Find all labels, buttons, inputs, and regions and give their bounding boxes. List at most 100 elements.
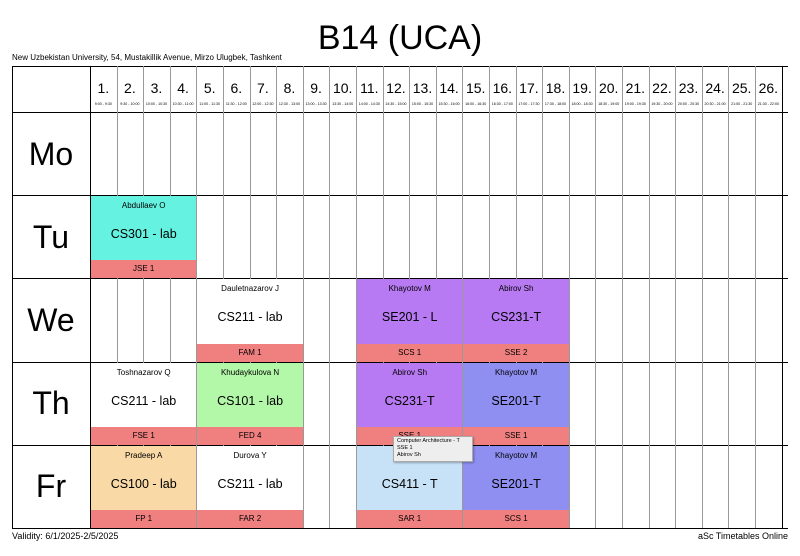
period-time: 13:00 - 13:30: [305, 102, 327, 106]
lesson-subject: SE201-T: [491, 476, 541, 491]
period-number: 14.: [439, 80, 459, 96]
lesson-teacher: Abirov Sh: [498, 284, 534, 294]
lesson-teacher: Pradeep A: [125, 450, 163, 460]
period-time: 21:00 - 21:30: [731, 102, 753, 106]
brand-text: aSc Timetables Online: [697, 531, 788, 541]
grid-vline: [356, 66, 357, 528]
grid-vline: [595, 66, 596, 528]
day-label: Th: [32, 385, 70, 422]
period-time: 19:30 - 20:00: [651, 102, 673, 106]
period-number: 17.: [519, 80, 539, 96]
lesson-subject: CS211 - lab: [217, 310, 283, 325]
grid-vline: [303, 66, 304, 528]
period-number: 11.: [360, 80, 379, 96]
grid-vline: [702, 66, 703, 528]
grid-vline: [649, 66, 650, 528]
period-time: 21:30 - 22:00: [757, 102, 779, 106]
grid-vline: [329, 66, 330, 528]
period-number: 22.: [652, 80, 672, 96]
grid-vline: [728, 66, 729, 528]
period-time: 18:30 - 19:00: [598, 102, 620, 106]
period-time: 17:00 - 17:30: [518, 102, 540, 106]
day-label: Fr: [35, 468, 67, 505]
period-time: 15:30 - 16:00: [438, 102, 460, 106]
day-label: Tu: [32, 218, 70, 255]
lesson-card[interactable]: Khayotov M SE201-T SCS 1: [463, 445, 569, 528]
lesson-room: SAR 1: [357, 509, 463, 528]
period-time: 14:30 - 15:00: [385, 102, 407, 106]
lesson-card[interactable]: Toshnazarov Q CS211 - lab FSE 1: [91, 362, 197, 445]
period-time: 17:30 - 18:00: [544, 102, 567, 106]
period-number: 18.: [545, 80, 566, 96]
period-time: 12:30 - 13:00: [278, 102, 301, 106]
lesson-subject: CS211 - lab: [217, 476, 283, 491]
lesson-subject: CS101 - lab: [217, 393, 284, 408]
period-number: 9.: [310, 80, 322, 96]
lesson-card[interactable]: Abdullaev O CS301 - lab JSE 1: [91, 196, 197, 279]
lesson-room: FAM 1: [197, 343, 303, 362]
lesson-room: SSE 1: [463, 426, 569, 445]
period-number: 24.: [705, 80, 725, 96]
lesson-card[interactable]: Abirov Sh CS231-T SSE 2: [463, 279, 569, 362]
lesson-teacher: Khayotov M: [494, 367, 538, 377]
lesson-card[interactable]: Dauletnazarov J CS211 - lab FAM 1: [197, 279, 303, 362]
lesson-room: SCS 1: [357, 343, 463, 362]
lesson-tooltip: Computer Architecture - T SSE 1 Abirov S…: [393, 436, 473, 462]
grid-hline: [12, 278, 788, 280]
lesson-card[interactable]: Khayotov M SE201-T SSE 1: [463, 362, 569, 445]
grid-vline: [143, 66, 144, 528]
lesson-teacher: Khayotov M: [494, 450, 538, 460]
grid-vline: [755, 66, 756, 528]
lesson-card[interactable]: Pradeep A CS100 - lab FP 1: [91, 445, 197, 528]
period-number: 12.: [386, 80, 406, 96]
lesson-card[interactable]: Khayotov M SE201 - L SCS 1: [357, 279, 463, 362]
grid-vline: [12, 66, 13, 528]
period-number: 8.: [283, 80, 296, 96]
grid-hline: [12, 66, 788, 67]
period-time: 16:30 - 17:00: [491, 102, 513, 106]
period-time: 14:00 - 14:30: [358, 102, 380, 106]
lesson-subject: SE201 - L: [381, 310, 438, 325]
lesson-subject: CS301 - lab: [110, 227, 177, 242]
lesson-card[interactable]: Khudaykulova N CS101 - lab FED 4: [197, 362, 303, 445]
lesson-room: SCS 1: [463, 509, 569, 528]
lesson-card[interactable]: Durova Y CS211 - lab FAR 2: [197, 445, 303, 528]
period-number: 19.: [572, 80, 592, 96]
grid-vline: [462, 66, 463, 528]
period-time: 15:00 - 15:30: [411, 102, 434, 106]
lesson-room: FP 1: [91, 509, 197, 528]
page-title: B14 (UCA): [317, 19, 483, 57]
period-number: 26.: [758, 80, 779, 96]
tooltip-line-subject: Computer Architecture - T: [397, 438, 460, 444]
grid-hline: [12, 361, 788, 363]
period-time: 11:00 - 11:30: [199, 102, 221, 106]
period-time: 10:30 - 11:00: [172, 102, 194, 106]
lesson-room: FED 4: [197, 426, 303, 445]
lesson-room: SSE 2: [463, 343, 569, 362]
grid-vline: [622, 66, 623, 528]
lesson-teacher: Khayotov M: [388, 284, 431, 294]
grid-vline: [90, 66, 91, 528]
school-address: New Uzbekistan University, 54, Mustakill…: [12, 53, 282, 62]
period-number: 2.: [124, 80, 136, 96]
grid-vline: [675, 66, 676, 528]
tooltip-line-teacher: Abirov Sh: [397, 452, 421, 458]
lesson-room: FSE 1: [91, 426, 197, 445]
period-time: 16:00 - 16:30: [465, 102, 487, 106]
period-number: 25.: [731, 80, 752, 96]
lesson-subject: CS231-T: [384, 393, 435, 408]
period-number: 5.: [203, 80, 216, 96]
tooltip-line-room: SSE 1: [397, 445, 413, 451]
lesson-teacher: Dauletnazarov J: [221, 284, 279, 294]
grid-vline: [196, 66, 197, 528]
lesson-teacher: Toshnazarov Q: [116, 367, 171, 377]
period-number: 7.: [257, 80, 269, 96]
lesson-teacher: Abdullaev O: [121, 201, 166, 211]
lesson-teacher: Durova Y: [233, 450, 267, 460]
validity-text: Validity: 6/1/2025-2/5/2025: [12, 531, 119, 541]
grid-vline: [117, 66, 118, 528]
grid-hline: [12, 195, 788, 197]
lesson-subject: CS411 - T: [381, 476, 438, 491]
